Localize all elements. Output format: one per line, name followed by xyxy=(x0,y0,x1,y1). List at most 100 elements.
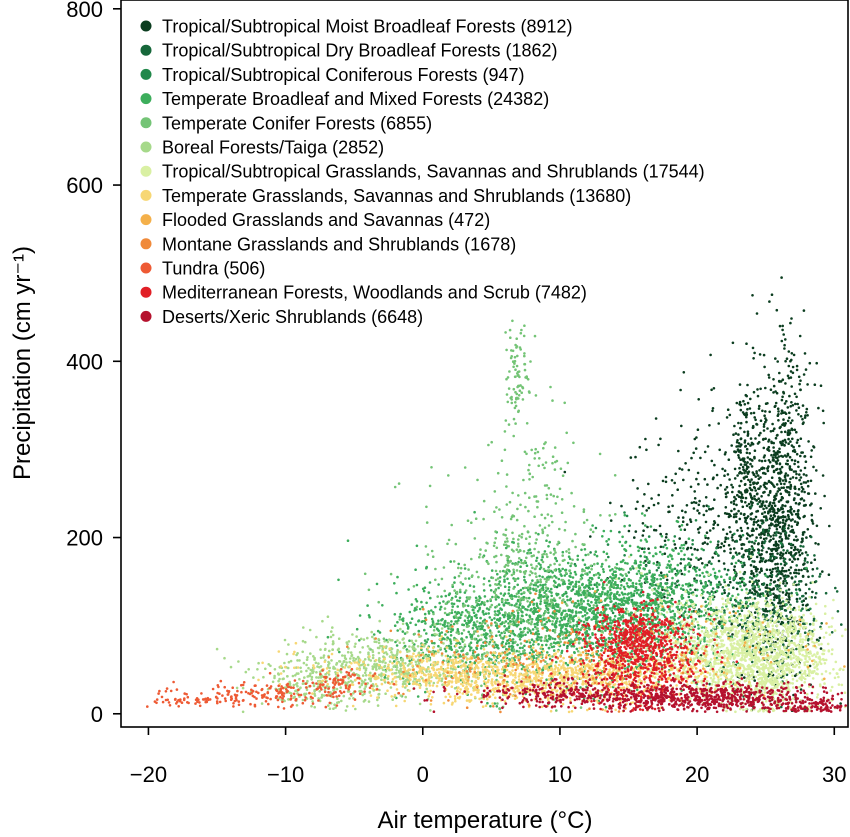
data-point xyxy=(483,601,486,604)
data-point xyxy=(393,613,397,616)
data-point xyxy=(742,561,746,565)
data-point xyxy=(787,350,791,353)
data-point xyxy=(772,534,775,537)
data-point xyxy=(757,434,761,437)
data-point xyxy=(708,682,711,686)
data-point xyxy=(467,619,470,622)
data-point xyxy=(597,583,601,586)
data-point xyxy=(772,513,776,517)
data-point xyxy=(780,465,784,469)
data-point xyxy=(739,535,743,539)
data-point xyxy=(746,472,750,475)
data-point xyxy=(568,624,572,628)
data-point xyxy=(758,595,762,598)
data-point xyxy=(506,653,509,656)
data-point xyxy=(800,486,804,489)
data-point xyxy=(663,615,667,619)
data-point xyxy=(769,548,773,551)
data-point xyxy=(654,529,658,532)
data-point xyxy=(717,559,721,563)
data-point xyxy=(538,636,541,639)
data-point xyxy=(698,574,702,577)
data-point xyxy=(618,540,622,544)
data-point xyxy=(461,582,465,586)
data-point xyxy=(767,493,770,497)
data-point xyxy=(712,523,715,526)
data-point xyxy=(623,511,626,514)
data-point xyxy=(784,478,787,481)
data-point xyxy=(783,557,787,561)
data-point xyxy=(454,656,457,659)
data-point xyxy=(739,403,743,407)
data-point xyxy=(793,462,796,466)
data-point xyxy=(456,605,460,608)
data-point xyxy=(726,491,729,494)
data-point xyxy=(652,503,656,507)
data-point xyxy=(764,437,767,441)
data-point xyxy=(575,623,578,627)
data-point xyxy=(780,486,783,490)
data-point xyxy=(517,650,521,653)
data-point xyxy=(703,640,706,643)
data-point xyxy=(797,568,801,572)
data-point xyxy=(772,537,775,540)
data-point xyxy=(772,611,775,615)
data-point xyxy=(555,609,559,612)
data-point xyxy=(680,468,684,471)
data-point xyxy=(765,506,768,510)
data-point xyxy=(493,490,497,493)
data-point xyxy=(553,574,556,578)
data-point xyxy=(381,604,384,607)
data-point xyxy=(798,382,801,386)
data-point xyxy=(507,592,511,595)
data-point xyxy=(674,546,677,550)
data-point xyxy=(745,504,749,508)
data-point xyxy=(463,567,467,570)
data-point xyxy=(762,583,765,586)
data-point xyxy=(659,545,663,549)
data-point xyxy=(776,459,780,462)
data-point xyxy=(731,538,734,542)
data-point xyxy=(776,433,779,437)
data-point xyxy=(662,599,666,603)
data-point xyxy=(783,482,786,486)
data-point xyxy=(803,562,806,565)
data-point xyxy=(464,609,468,612)
data-point xyxy=(742,543,746,546)
data-point xyxy=(438,601,442,605)
data-point xyxy=(659,577,662,581)
data-point xyxy=(613,614,617,618)
data-point xyxy=(463,591,467,594)
data-point xyxy=(567,608,571,612)
data-point xyxy=(791,404,795,407)
data-point xyxy=(503,578,506,582)
data-point xyxy=(775,308,779,312)
data-point xyxy=(358,614,362,617)
data-point xyxy=(449,634,453,637)
data-point xyxy=(533,622,536,626)
data-point xyxy=(731,603,734,606)
data-point xyxy=(393,582,396,585)
data-point xyxy=(788,455,792,459)
data-point xyxy=(787,592,791,595)
data-point xyxy=(713,571,717,575)
data-point xyxy=(543,639,546,642)
data-point xyxy=(517,545,520,548)
data-point xyxy=(730,501,733,504)
data-point xyxy=(806,414,809,417)
data-point xyxy=(512,568,515,572)
data-point xyxy=(737,442,741,445)
data-point xyxy=(496,626,499,630)
data-point xyxy=(790,576,794,580)
data-point xyxy=(751,547,755,550)
data-point xyxy=(672,549,675,552)
data-point xyxy=(640,512,644,515)
data-point xyxy=(559,616,563,620)
data-point xyxy=(682,558,686,561)
data-point xyxy=(563,631,567,634)
data-point xyxy=(588,628,591,631)
data-point xyxy=(488,657,491,660)
data-point xyxy=(563,558,566,562)
data-point xyxy=(517,590,520,593)
data-point xyxy=(634,585,638,589)
